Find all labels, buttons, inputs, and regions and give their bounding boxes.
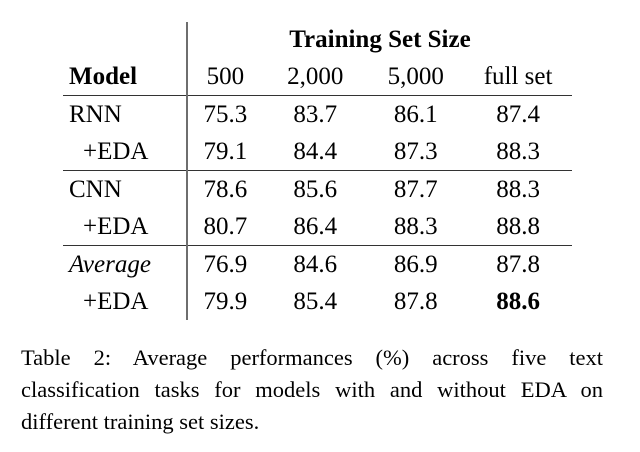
value-cell: 83.7 (293, 101, 338, 128)
value-cell: 87.7 (393, 176, 438, 203)
model-label: CNN (63, 170, 188, 208)
value-cell: 75.3 (203, 101, 248, 128)
value-cell: 88.3 (496, 176, 540, 203)
model-label: +EDA (83, 213, 149, 240)
value-cell: 80.7 (186, 208, 263, 246)
value-cell: 87.8 (393, 288, 438, 315)
table-row-rnn-eda: +EDA 79.1 84.4 87.3 88.3 (63, 133, 572, 171)
model-label: +EDA (83, 138, 149, 165)
table-row-cnn: CNN 78.6 85.6 87.7 88.3 (63, 170, 572, 208)
value-cell: 76.9 (203, 251, 248, 278)
value-cell: 84.6 (293, 251, 338, 278)
value-cell: 85.6 (293, 176, 338, 203)
model-label: +EDA (83, 288, 149, 315)
value-cell: 88.3 (367, 208, 465, 246)
model-label: Average (63, 245, 188, 283)
value-cell: 87.8 (496, 251, 540, 278)
header-5000: 5,000 (367, 58, 465, 96)
model-label: RNN (63, 95, 188, 133)
value-cell: 87.4 (496, 101, 540, 128)
value-cell: 85.4 (293, 288, 338, 315)
value-cell: 78.6 (203, 176, 248, 203)
table-row-average: Average 76.9 84.6 86.9 87.8 (63, 245, 572, 283)
column-group-row: Training Set Size (63, 22, 572, 58)
header-full-set: full set (464, 58, 572, 96)
value-cell: 84.4 (262, 133, 368, 171)
header-row: Model 500 2,000 5,000 full set (63, 58, 572, 96)
value-cell: 88.8 (464, 208, 572, 246)
value-cell: 79.9 (203, 288, 248, 315)
header-2000: 2,000 (262, 58, 368, 96)
results-table-container: Training Set Size Model 500 2,000 5,000 … (63, 22, 572, 320)
value-cell: 88.3 (464, 133, 572, 171)
best-value-cell: 88.6 (496, 288, 540, 315)
value-cell: 86.1 (393, 101, 438, 128)
column-group-title: Training Set Size (289, 26, 471, 53)
value-cell: 86.4 (262, 208, 368, 246)
table-row-average-eda: +EDA 79.9 85.4 87.8 88.6 (63, 283, 572, 320)
results-table: Training Set Size Model 500 2,000 5,000 … (63, 22, 572, 320)
table-caption: Table 2: Average performances (%) across… (21, 345, 603, 434)
empty-corner-cell (63, 22, 188, 58)
header-model: Model (63, 58, 188, 96)
value-cell: 86.9 (393, 251, 438, 278)
value-cell: 79.1 (186, 133, 263, 171)
table-row-rnn: RNN 75.3 83.7 86.1 87.4 (63, 95, 572, 133)
value-cell: 87.3 (367, 133, 465, 171)
table-row-cnn-eda: +EDA 80.7 86.4 88.3 88.8 (63, 208, 572, 246)
header-500: 500 (186, 58, 263, 96)
